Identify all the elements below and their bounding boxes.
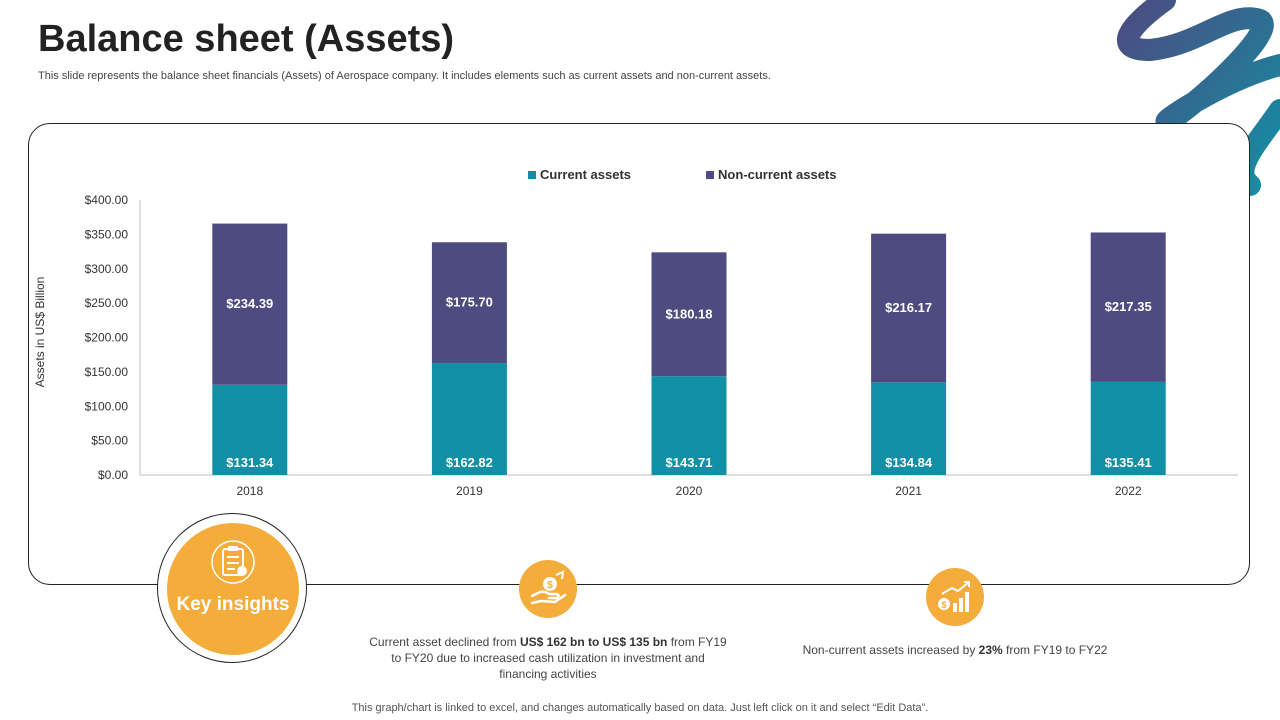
page-title: Balance sheet (Assets) xyxy=(38,18,455,60)
insight-2-text-after: from FY19 to FY22 xyxy=(1002,643,1108,657)
legend-swatch-noncurrent xyxy=(706,170,714,179)
data-label-current-2022: $135.41 xyxy=(1105,455,1152,470)
bar-noncurrent-2021 xyxy=(871,233,947,383)
legend-label-noncurrent: Non-current assets xyxy=(718,167,837,182)
bar-current-2021 xyxy=(871,382,947,475)
bar-noncurrent-2018 xyxy=(212,223,288,385)
bar-current-2019 xyxy=(431,363,507,475)
legend-swatch-current xyxy=(528,170,536,179)
insight-2-text: Non-current assets increased by 23% from… xyxy=(795,642,1115,658)
insight-2-text-bold: 23% xyxy=(978,643,1003,657)
data-label-noncurrent-2019: $175.70 xyxy=(446,295,493,310)
svg-text:$: $ xyxy=(941,600,946,610)
key-insights-badge xyxy=(167,523,299,655)
key-insights-label: Key insights xyxy=(176,594,290,615)
y-tick-label: $50.00 xyxy=(91,434,128,448)
bar-noncurrent-2020 xyxy=(651,252,727,377)
data-label-noncurrent-2018: $234.39 xyxy=(226,296,273,311)
y-tick-label: $100.00 xyxy=(85,399,129,413)
y-tick-label: $250.00 xyxy=(85,296,129,310)
y-tick-label: $300.00 xyxy=(85,262,129,276)
legend-item-current: Current assets xyxy=(528,167,631,182)
y-tick-label: $0.00 xyxy=(98,468,128,482)
insight-2-badge xyxy=(926,568,984,626)
data-label-noncurrent-2021: $216.17 xyxy=(885,300,932,315)
bar-current-2020 xyxy=(651,376,727,475)
legend-label-current: Current assets xyxy=(540,167,632,182)
y-tick-label: $150.00 xyxy=(85,365,129,379)
insight-1-text-after: from FY19 to FY20 due to increased cash … xyxy=(391,635,727,681)
y-tick-label: $350.00 xyxy=(85,227,129,241)
bar-noncurrent-2022 xyxy=(1090,232,1166,382)
checklist-icon xyxy=(211,540,255,584)
data-label-current-2019: $162.82 xyxy=(446,455,493,470)
x-tick-label-2019: 2019 xyxy=(456,484,483,498)
data-label-noncurrent-2022: $217.35 xyxy=(1105,299,1152,314)
bar-current-2022 xyxy=(1090,381,1166,475)
page-subtitle: This slide represents the balance sheet … xyxy=(38,70,771,82)
x-tick-label-2018: 2018 xyxy=(236,484,263,498)
insight-1-text-bold: US$ 162 bn to US$ 135 bn xyxy=(519,635,668,649)
data-label-current-2020: $143.71 xyxy=(666,455,713,470)
y-axis-label: Assets in US$ Billion xyxy=(33,276,47,388)
growth-chart-icon: $ xyxy=(938,581,970,612)
y-tick-label: $200.00 xyxy=(85,331,129,345)
x-tick-label-2020: 2020 xyxy=(676,484,703,498)
insight-1-text-before: Current asset declined from xyxy=(369,635,520,649)
insight-1-text: Current asset declined from US$ 162 bn t… xyxy=(368,634,728,682)
svg-text:$: $ xyxy=(547,580,553,591)
x-tick-label-2022: 2022 xyxy=(1115,484,1142,498)
bar-noncurrent-2019 xyxy=(431,242,507,364)
footnote: This graph/chart is linked to excel, and… xyxy=(351,702,929,714)
x-tick-label-2021: 2021 xyxy=(895,484,922,498)
bar-current-2018 xyxy=(212,384,288,475)
insight-2-text-before: Non-current assets increased by xyxy=(802,643,979,657)
data-label-noncurrent-2020: $180.18 xyxy=(666,306,713,321)
data-label-current-2021: $134.84 xyxy=(885,455,933,470)
y-tick-label: $400.00 xyxy=(85,193,129,207)
legend-item-noncurrent: Non-current assets xyxy=(706,167,836,182)
data-label-current-2018: $131.34 xyxy=(226,455,274,470)
money-hand-icon: $ xyxy=(530,570,567,605)
